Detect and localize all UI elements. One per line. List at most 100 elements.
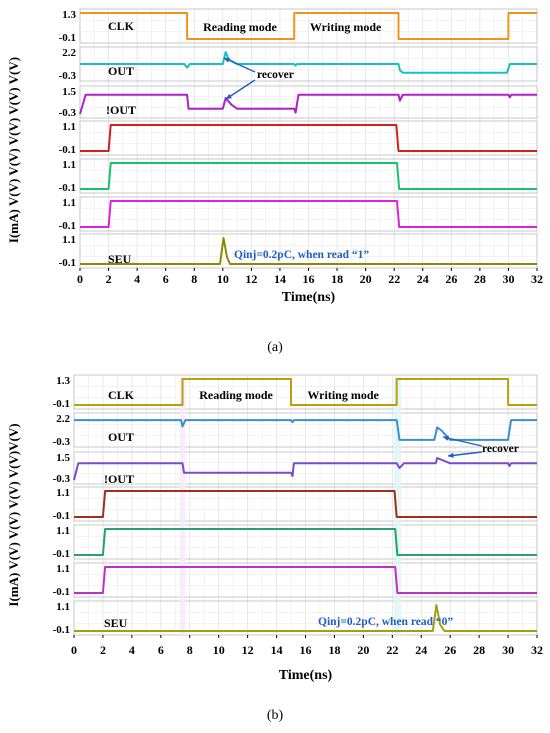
series-line-row-5 (74, 528, 537, 556)
row-frame (79, 85, 538, 119)
qinj-annotation: Qinj=0.2pC, when read “0” (318, 616, 453, 628)
recover-annotation: recover (257, 69, 294, 81)
plot-grid (79, 8, 538, 269)
x-tick-label: 16 (300, 643, 312, 657)
x-tick-label: 20 (357, 643, 369, 657)
y-tick-label-bottom: -0.1 (59, 32, 76, 44)
y-tick-label-top: 1.3 (56, 375, 70, 387)
x-tick-label: 12 (245, 272, 257, 286)
series-line-row-5 (80, 162, 537, 190)
y-tick-label-top: 1.1 (56, 563, 70, 575)
x-tick-label: 22 (388, 272, 400, 286)
x-tick-label: 0 (77, 272, 83, 286)
y-axis-label: I(mA) V(V) V(V) V(V) V(V) V(V) (6, 57, 21, 243)
recover-arrowhead (443, 435, 449, 441)
row-frame (79, 8, 538, 44)
x-tick-label: 6 (163, 272, 169, 286)
recover-arrow (447, 451, 483, 457)
row-frame (73, 524, 538, 560)
series-line-row-4 (80, 124, 537, 152)
x-axis-label: Time(ns) (282, 290, 336, 305)
mode-label-writing: Writing mode (307, 388, 379, 402)
panel-caption: (a) (267, 340, 283, 355)
row-frame (73, 486, 538, 522)
y-tick-label-bottom: -0.1 (53, 624, 70, 636)
x-tick-label: 18 (331, 272, 343, 286)
signal-label: CLK (108, 19, 135, 33)
y-tick-label-top: 1.1 (62, 234, 76, 246)
y-tick-label-bottom: -0.3 (59, 107, 77, 119)
y-tick-label-top: 1.1 (62, 121, 76, 133)
x-tick-label: 0 (71, 643, 77, 657)
y-tick-label-bottom: -0.1 (53, 510, 70, 522)
row-frame (73, 451, 538, 485)
recover-arrow (225, 79, 256, 100)
y-tick-label-bottom: -0.1 (59, 182, 76, 194)
y-tick-label-top: 1.1 (62, 197, 76, 209)
signal-label: SEU (104, 616, 128, 630)
x-tick-label: 20 (360, 272, 372, 286)
x-tick-label: 18 (328, 643, 340, 657)
x-tick-label: 10 (213, 643, 225, 657)
row-frame (79, 158, 538, 194)
y-tick-label-top: 1.1 (56, 487, 70, 499)
signal-label: OUT (108, 430, 134, 444)
x-tick-label: 10 (217, 272, 229, 286)
y-tick-label-bottom: -0.3 (53, 473, 71, 485)
y-tick-label-bottom: -0.1 (53, 398, 70, 410)
y-axis-label: I(mA) V(V) V(V) V(V) V(V)V(V) (6, 423, 21, 606)
y-tick-label-bottom: -0.1 (53, 548, 70, 560)
mode-label-reading: Reading mode (203, 20, 277, 34)
x-tick-label: 2 (106, 272, 112, 286)
y-tick-label-bottom: -0.1 (59, 257, 76, 269)
series-line-out (80, 51, 537, 74)
row-frame (73, 562, 538, 598)
series-line-not-out (73, 457, 537, 481)
panel-caption: (b) (267, 708, 284, 723)
y-tick-label-bottom: -0.1 (53, 586, 70, 598)
recover-arrow (442, 436, 483, 447)
y-tick-label-top: 2.2 (62, 47, 76, 59)
y-tick-label-bottom: -0.3 (59, 70, 77, 82)
transition-band (393, 377, 401, 635)
signal-label: !OUT (106, 103, 136, 117)
x-tick-label: 4 (134, 272, 140, 286)
y-tick-label-top: 2.2 (56, 413, 70, 425)
x-tick-label: 28 (473, 643, 485, 657)
qinj-annotation: Qinj=0.2pC, when read “1” (234, 249, 369, 261)
x-tick-label: 12 (242, 643, 254, 657)
recover-arrow (223, 57, 256, 73)
x-tick-label: 30 (502, 272, 514, 286)
x-tick-label: 26 (445, 272, 457, 286)
mode-label-reading: Reading mode (199, 388, 273, 402)
y-tick-label-top: 1.5 (56, 452, 70, 464)
series-line-row-6 (74, 566, 537, 594)
x-tick-label: 30 (502, 643, 514, 657)
x-axis-label: Time(ns) (279, 668, 333, 683)
plot-grid (73, 374, 538, 636)
recover-arrowhead (226, 93, 232, 99)
x-tick-label: 22 (386, 643, 398, 657)
x-tick-label: 28 (474, 272, 486, 286)
signal-label: OUT (108, 64, 134, 78)
y-tick-label-top: 1.1 (62, 159, 76, 171)
series-line-seu (74, 604, 537, 632)
x-tick-label: 8 (191, 272, 197, 286)
row-frame (79, 120, 538, 156)
series-line-row-6 (80, 200, 537, 228)
y-tick-label-top: 1.5 (62, 86, 76, 98)
series-line-clk (74, 378, 537, 406)
row-frame (73, 412, 538, 448)
series-line-out (74, 419, 537, 441)
recover-arrowhead (224, 57, 230, 63)
panel-a: 1.3 -0.1 CLK 2.2 -0.3 OUT 1.5 -0.3 !OUT 1.1 -0.1 1.… (6, 8, 543, 355)
signal-label: !OUT (104, 472, 134, 486)
panel-b: 1.3 -0.1 CLK 2.2 -0.3 OUT 1.5 -0.3 !OUT 1.1 -0.1 1.… (6, 374, 543, 723)
recover-arrowhead (448, 452, 454, 458)
series-line-clk (80, 12, 537, 40)
series-line-not-out (79, 93, 537, 115)
x-tick-label: 4 (129, 643, 135, 657)
y-tick-label-bottom: -0.3 (53, 436, 71, 448)
y-tick-label-top: 1.1 (56, 525, 70, 537)
